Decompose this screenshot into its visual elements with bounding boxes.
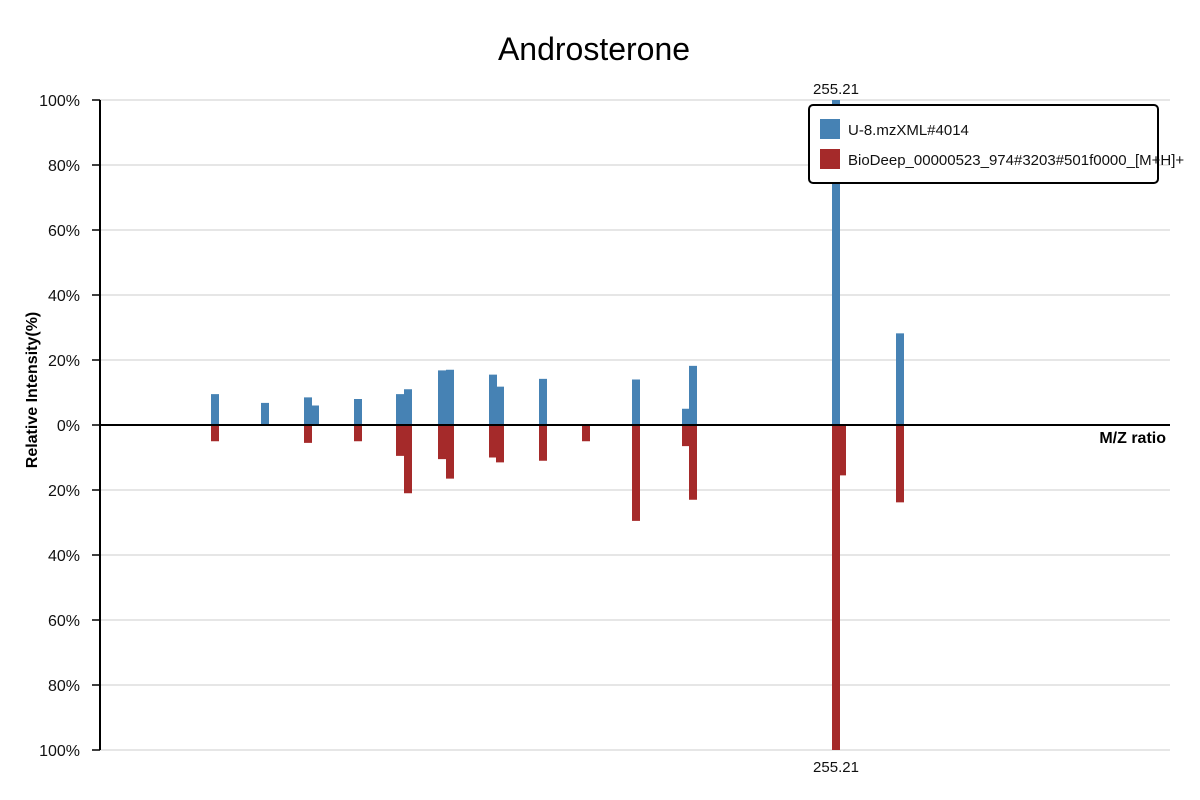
query-peak-bar — [261, 402, 269, 425]
legend-swatch-biodeep — [820, 149, 840, 169]
reference-peak-bar — [396, 425, 404, 456]
y-tick-label: 80% — [48, 158, 80, 175]
y-tick-label: 60% — [48, 613, 80, 630]
reference-peak-bar — [438, 425, 446, 460]
legend-label-biodeep: BioDeep_00000523_974#3203#501f0000_[M+H]… — [848, 152, 1184, 169]
y-tick-label: 20% — [48, 353, 80, 370]
reference-peak-bar — [838, 425, 846, 476]
query-peak-bar — [354, 399, 362, 425]
query-peak-bar — [211, 394, 219, 425]
reference-peak-bar — [496, 425, 504, 463]
query-peak-bar — [446, 369, 454, 425]
query-peak-bar — [632, 379, 640, 425]
y-tick-label: 40% — [48, 548, 80, 565]
query-peak-bar — [311, 405, 319, 425]
reference-peak-label: 255.21 — [813, 759, 859, 776]
peak-labels: 255.21 255.21 — [813, 81, 859, 776]
legend-box — [808, 104, 1159, 184]
legend-swatch-u8 — [820, 119, 840, 139]
reference-peak-bar — [539, 425, 547, 461]
query-peak-bar — [832, 100, 840, 425]
query-peak-bar — [489, 374, 497, 425]
query-peak-label: 255.21 — [813, 81, 859, 98]
reference-peak-bar — [489, 425, 497, 458]
chart-title: Androsterone — [498, 31, 690, 67]
query-peak-bar — [404, 389, 412, 425]
y-axis-ticks: 0% 20% 40% 60% 80% 100% 20% 40% 60% 80% 100% — [39, 93, 100, 760]
y-tick-label: 40% — [48, 288, 80, 305]
reference-peak-bar — [896, 425, 904, 503]
reference-peak-bar — [682, 425, 690, 447]
query-peak-bar — [689, 365, 697, 425]
y-axis-label: Relative Intensity(%) — [24, 312, 41, 468]
query-peak-bar — [304, 397, 312, 425]
legend: U-8.mzXML#4014 BioDeep_00000523_974#3203… — [808, 104, 1184, 184]
reference-peak-bar — [211, 425, 219, 442]
y-tick-label: 100% — [39, 743, 80, 760]
reference-peak-bar — [689, 425, 697, 500]
y-tick-label: 80% — [48, 678, 80, 695]
y-tick-label: 20% — [48, 483, 80, 500]
y-tick-label: 0% — [57, 418, 80, 435]
y-tick-label: 100% — [39, 93, 80, 110]
reference-peak-bar — [354, 425, 362, 442]
reference-peak-bar — [404, 425, 412, 494]
reference-peak-bar — [632, 425, 640, 521]
reference-peak-bar — [582, 425, 590, 442]
query-peak-bar — [896, 333, 904, 425]
query-peak-bar — [539, 378, 547, 425]
x-axis-label: M/Z ratio — [1099, 430, 1166, 447]
query-peak-bar — [682, 408, 690, 425]
reference-peak-bar — [832, 425, 840, 750]
query-peak-bar — [438, 370, 446, 425]
query-peak-bar — [396, 394, 404, 425]
query-peak-bar — [496, 386, 504, 425]
legend-label-u8: U-8.mzXML#4014 — [848, 122, 969, 139]
spectrum-bars — [211, 100, 904, 750]
reference-peak-bar — [304, 425, 312, 443]
reference-peak-bar — [446, 425, 454, 479]
y-tick-label: 60% — [48, 223, 80, 240]
